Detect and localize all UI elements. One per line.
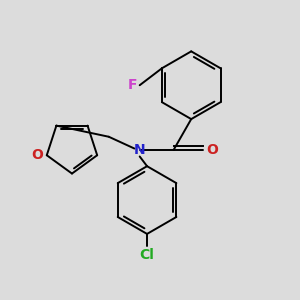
Text: O: O: [32, 148, 43, 162]
Text: N: N: [134, 143, 146, 157]
Text: F: F: [128, 78, 137, 92]
Text: Cl: Cl: [140, 248, 154, 262]
Text: O: O: [206, 143, 218, 157]
